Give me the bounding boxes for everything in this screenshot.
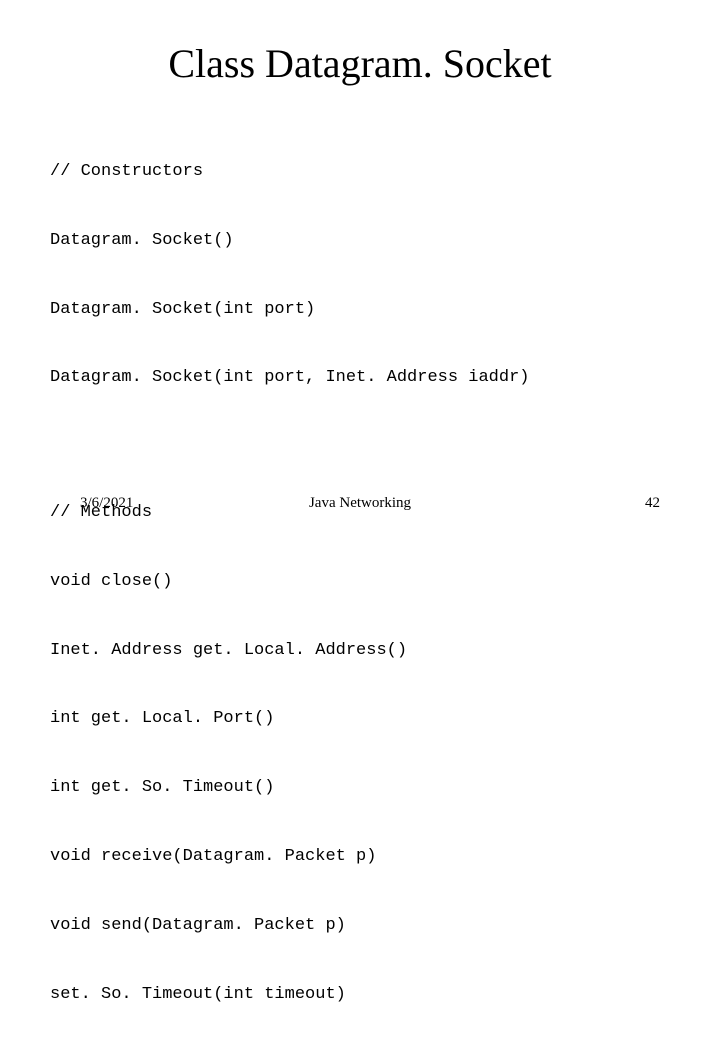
- footer-date: 3/6/2021: [80, 495, 133, 512]
- footer-title: Java Networking: [309, 495, 411, 512]
- constructors-comment: // Constructors: [50, 161, 670, 184]
- method-line: int get. Local. Port(): [50, 708, 670, 731]
- slide-title: Class Datagram. Socket: [50, 40, 670, 87]
- footer-page-number: 42: [645, 495, 660, 512]
- method-line: void receive(Datagram. Packet p): [50, 846, 670, 869]
- methods-block: // Methods void close() Inet. Address ge…: [50, 456, 670, 1052]
- slide-container: Class Datagram. Socket // Constructors D…: [0, 0, 720, 540]
- constructor-line: Datagram. Socket(int port): [50, 299, 670, 322]
- method-line: void send(Datagram. Packet p): [50, 915, 670, 938]
- method-line: void close(): [50, 571, 670, 594]
- constructors-block: // Constructors Datagram. Socket() Datag…: [50, 115, 670, 436]
- method-line: Inet. Address get. Local. Address(): [50, 640, 670, 663]
- constructor-line: Datagram. Socket(): [50, 230, 670, 253]
- method-line: int get. So. Timeout(): [50, 777, 670, 800]
- slide-footer: 3/6/2021 Java Networking 42: [0, 495, 720, 512]
- constructor-line: Datagram. Socket(int port, Inet. Address…: [50, 367, 670, 390]
- section-gap: [50, 436, 670, 456]
- method-line: set. So. Timeout(int timeout): [50, 984, 670, 1007]
